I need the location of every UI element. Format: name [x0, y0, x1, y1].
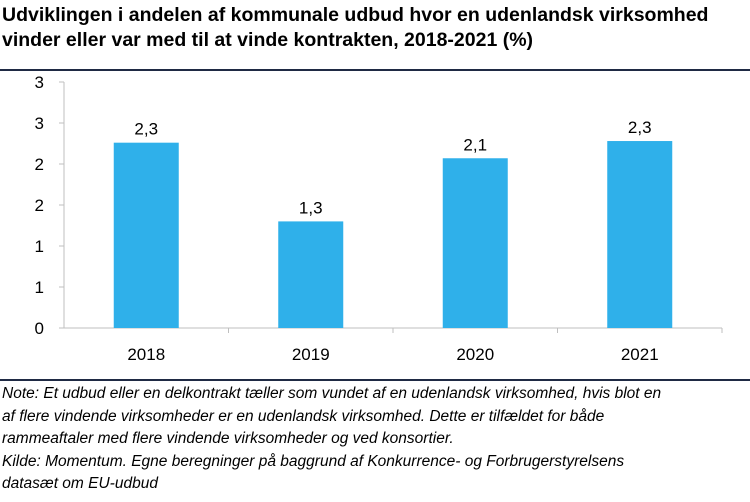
y-tick-label: 2 [35, 196, 44, 215]
data-label: 2,3 [134, 120, 158, 139]
x-tick-label: 2020 [456, 345, 494, 364]
top-divider [0, 69, 750, 71]
source-line-2: datasæt om EU-udbud [2, 475, 158, 492]
note-line-2: af flere vindende virksomheder er en ude… [2, 407, 605, 425]
bar [278, 221, 344, 328]
y-tick-label: 1 [35, 237, 44, 256]
bar-chart: 0 1 1 2 2 3 3 2018 2,3 2019 1,3 2020 2,1 2021 2,3 [35, 73, 723, 364]
data-label: 2,1 [463, 135, 487, 154]
x-tick-label: 2021 [621, 345, 659, 364]
y-tick-label: 0 [35, 319, 44, 338]
source-line-1: Kilde: Momentum. Egne beregninger på bag… [2, 452, 625, 470]
y-tick-label: 3 [35, 114, 44, 133]
chart-title-line-2: vinder eller var med til at vinde kontra… [2, 29, 534, 51]
y-tick-label: 2 [35, 155, 44, 174]
x-tick-label: 2019 [292, 345, 330, 364]
data-label: 1,3 [299, 198, 323, 217]
note-line-3: rammeaftaler med flere vindende virksomh… [2, 430, 454, 447]
bar [442, 158, 508, 328]
bottom-divider [0, 379, 750, 381]
chart-notes: Note: Et udbud eller en delkontrakt tæll… [2, 383, 747, 496]
x-tick-label: 2018 [127, 345, 165, 364]
y-tick-label: 3 [35, 73, 44, 92]
chart-title: Udviklingen i andelen af kommunale udbud… [2, 3, 742, 53]
bar [113, 142, 179, 328]
chart-title-line-1: Udviklingen i andelen af kommunale udbud… [2, 4, 709, 26]
bar [607, 141, 673, 328]
y-tick-label: 1 [35, 278, 44, 297]
data-label: 2,3 [628, 118, 652, 137]
note-line-1: Note: Et udbud eller en delkontrakt tæll… [2, 385, 662, 402]
